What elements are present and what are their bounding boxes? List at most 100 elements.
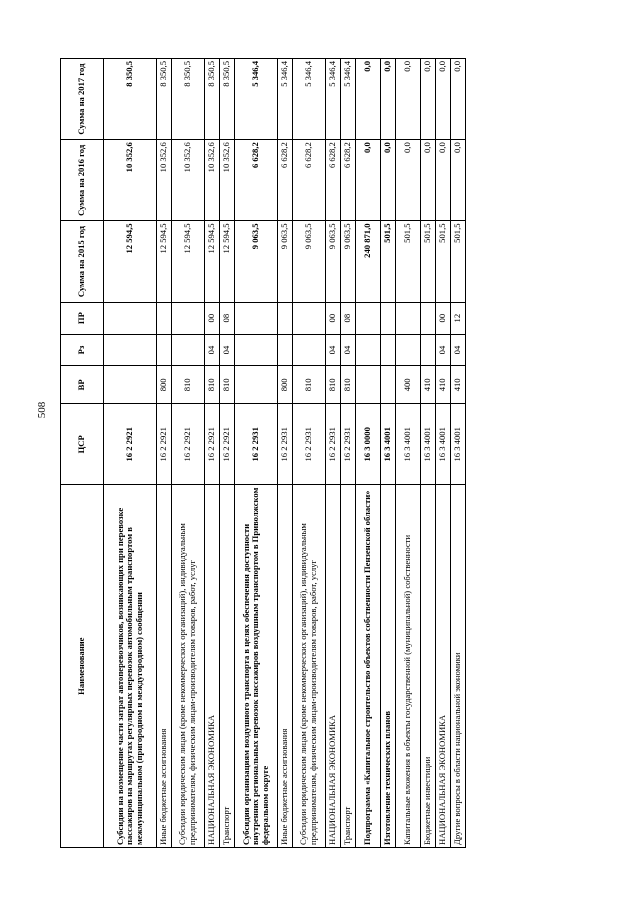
cell-sum-2017: 0,0	[450, 58, 466, 140]
column-header-sum-2015: Сумма на 2015 год	[60, 220, 104, 302]
cell-sum-2015: 12 594,5	[156, 220, 172, 302]
table-row: Транспорт 16 2 2931 810 04 08 9 063,5 6 628,2 5…	[340, 58, 356, 847]
cell-sum-2017: 5 346,4	[277, 58, 293, 140]
cell-vr	[355, 365, 381, 404]
cell-sum-2017: 5 346,4	[340, 58, 356, 140]
table-row: НАЦИОНАЛЬНАЯ ЭКОНОМИКА 16 2 2921 810 04 00 12…	[204, 58, 220, 847]
column-header-sum-2017: Сумма на 2017 год	[60, 58, 104, 140]
cell-pr: 00	[325, 301, 341, 334]
cell-sum-2015: 501,5	[450, 220, 466, 302]
cell-rz: 04	[219, 333, 235, 366]
cell-rz	[420, 333, 436, 366]
cell-sum-2016: 6 628,2	[292, 139, 326, 221]
cell-csr: 16 2 2931	[325, 403, 341, 485]
cell-sum-2016: 10 352,6	[156, 139, 172, 221]
cell-name: Подпрограмма «Капитальное строительство …	[355, 484, 381, 847]
column-header-csr: ЦСР	[60, 403, 104, 485]
cell-vr: 800	[277, 365, 293, 404]
cell-pr	[355, 301, 381, 334]
cell-vr: 810	[340, 365, 356, 404]
cell-csr: 16 2 2921	[171, 403, 205, 485]
column-header-rz: Рз	[60, 333, 104, 366]
cell-rz	[380, 333, 396, 366]
cell-name: Субсидии юридическим лицам (кроме некомм…	[171, 484, 205, 847]
cell-csr: 16 3 4001	[380, 403, 396, 485]
cell-csr: 16 3 4001	[450, 403, 466, 485]
cell-sum-2016: 6 628,2	[277, 139, 293, 221]
cell-sum-2017: 0,0	[435, 58, 451, 140]
cell-sum-2017: 5 346,4	[234, 58, 278, 140]
cell-sum-2016: 10 352,6	[204, 139, 220, 221]
cell-name: Транспорт	[340, 484, 356, 847]
cell-sum-2015: 9 063,5	[325, 220, 341, 302]
table-row: Субсидии юридическим лицам (кроме некомм…	[292, 58, 326, 847]
cell-pr	[103, 301, 157, 334]
cell-vr	[103, 365, 157, 404]
cell-vr: 810	[292, 365, 326, 404]
cell-pr: 00	[435, 301, 451, 334]
cell-sum-2016: 10 352,6	[219, 139, 235, 221]
cell-pr	[395, 301, 421, 334]
cell-csr: 16 2 2921	[204, 403, 220, 485]
cell-csr: 16 2 2921	[219, 403, 235, 485]
cell-name: НАЦИОНАЛЬНАЯ ЭКОНОМИКА	[325, 484, 341, 847]
cell-pr: 00	[204, 301, 220, 334]
cell-sum-2016: 10 352,6	[171, 139, 205, 221]
cell-sum-2017: 8 350,5	[171, 58, 205, 140]
table-row: Субсидии организациям воздушного транспо…	[234, 58, 278, 847]
cell-vr: 800	[156, 365, 172, 404]
cell-rz: 04	[340, 333, 356, 366]
column-header-vr: ВР	[60, 365, 104, 404]
cell-sum-2016: 0,0	[435, 139, 451, 221]
table-row: НАЦИОНАЛЬНАЯ ЭКОНОМИКА 16 2 2931 810 04 00 9 …	[325, 58, 341, 847]
cell-name: Транспорт	[219, 484, 235, 847]
table-row: Изготовление технических планов 16 3 4001…	[380, 58, 396, 847]
cell-sum-2017: 8 350,5	[204, 58, 220, 140]
table-row: Подпрограмма «Капитальное строительство …	[355, 58, 381, 847]
cell-name: Капитальные вложения в объекты государст…	[395, 484, 421, 847]
column-header-name: Наименование	[60, 484, 104, 847]
cell-rz	[171, 333, 205, 366]
cell-sum-2016: 10 352,6	[103, 139, 157, 221]
cell-sum-2015: 9 063,5	[292, 220, 326, 302]
cell-name: Другие вопросы в области национальной эк…	[450, 484, 466, 847]
cell-csr: 16 3 4001	[435, 403, 451, 485]
cell-sum-2015: 501,5	[420, 220, 436, 302]
cell-name: Субсидии организациям воздушного транспо…	[234, 484, 278, 847]
cell-csr: 16 2 2931	[277, 403, 293, 485]
table-body: Субсидии на возмещение части затрат авто…	[103, 58, 466, 847]
cell-sum-2017: 8 350,5	[219, 58, 235, 140]
table-row: НАЦИОНАЛЬНАЯ ЭКОНОМИКА 16 3 4001 410 04 00 50…	[435, 58, 451, 847]
cell-csr: 16 3 4001	[420, 403, 436, 485]
table-row: Иные бюджетные ассигнования 16 2 2921 800 1…	[156, 58, 172, 847]
cell-name: Бюджетные инвестиции	[420, 484, 436, 847]
cell-sum-2016: 6 628,2	[340, 139, 356, 221]
table-header: Наименование ЦСР ВР Рз ПР Сумма на 2015 …	[60, 58, 104, 847]
cell-rz	[103, 333, 157, 366]
cell-name: Изготовление технических планов	[380, 484, 396, 847]
cell-rz	[234, 333, 278, 366]
cell-pr: 12	[450, 301, 466, 334]
cell-pr	[171, 301, 205, 334]
cell-vr: 810	[219, 365, 235, 404]
cell-csr: 16 3 0000	[355, 403, 381, 485]
cell-sum-2015: 12 594,5	[219, 220, 235, 302]
cell-csr: 16 2 2931	[292, 403, 326, 485]
cell-sum-2017: 5 346,4	[292, 58, 326, 140]
cell-pr	[292, 301, 326, 334]
cell-sum-2015: 9 063,5	[340, 220, 356, 302]
cell-pr	[277, 301, 293, 334]
cell-sum-2015: 501,5	[380, 220, 396, 302]
cell-csr: 16 3 4001	[395, 403, 421, 485]
cell-vr: 410	[450, 365, 466, 404]
table-row: Иные бюджетные ассигнования 16 2 2931 800 9…	[277, 58, 293, 847]
cell-sum-2016: 6 628,2	[325, 139, 341, 221]
cell-name: Иные бюджетные ассигнования	[277, 484, 293, 847]
cell-csr: 16 2 2921	[103, 403, 157, 485]
cell-sum-2016: 0,0	[420, 139, 436, 221]
cell-rz	[355, 333, 381, 366]
cell-sum-2015: 240 871,0	[355, 220, 381, 302]
cell-sum-2015: 9 063,5	[234, 220, 278, 302]
cell-rz	[156, 333, 172, 366]
rotated-page-content: Наименование ЦСР ВР Рз ПР Сумма на 2015 …	[60, 58, 580, 848]
